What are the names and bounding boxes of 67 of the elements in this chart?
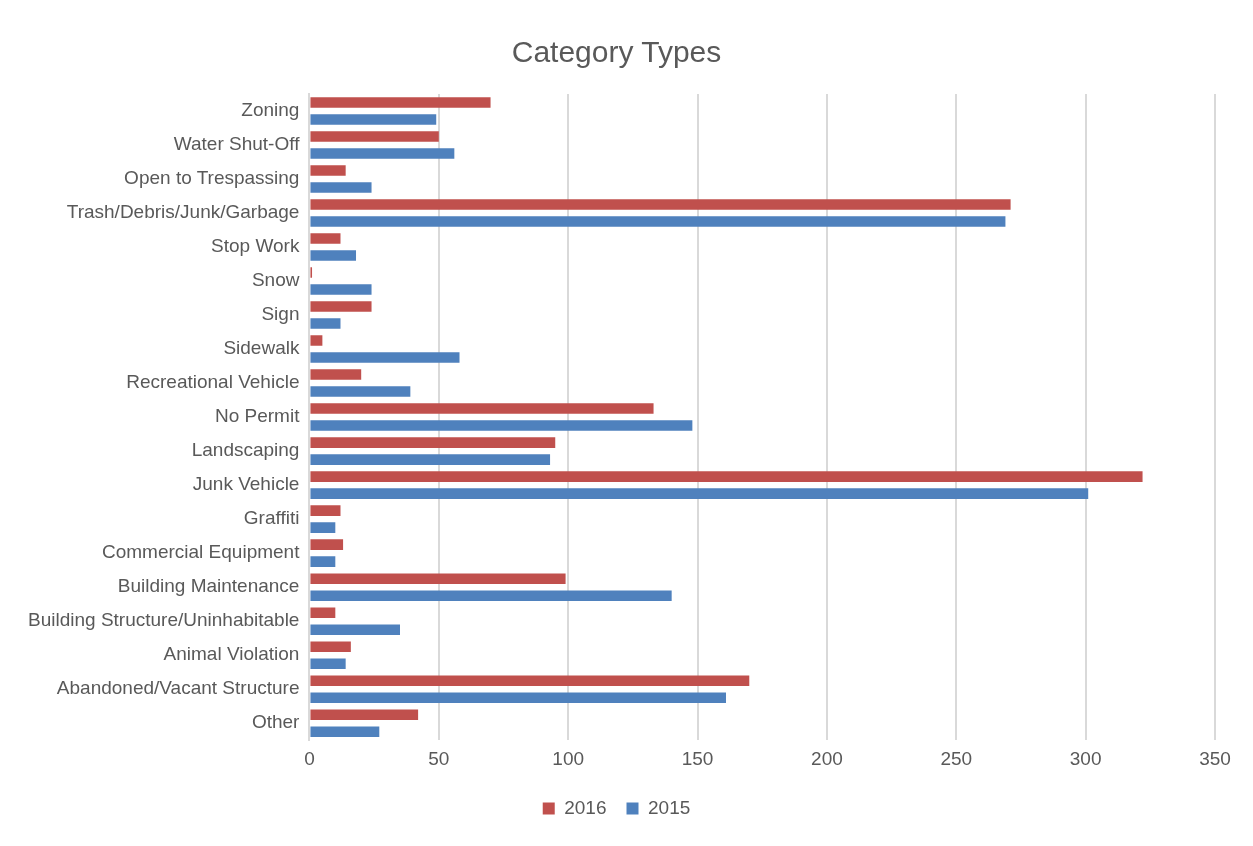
bar xyxy=(310,369,362,380)
y-tick-label: Animal Violation xyxy=(163,643,300,665)
bar xyxy=(310,352,460,363)
bar xyxy=(310,624,400,635)
bar xyxy=(310,522,336,533)
y-tick-label: Commercial Equipment xyxy=(101,541,301,563)
bar xyxy=(310,726,380,737)
y-tick-label: Recreational Vehicle xyxy=(126,371,300,393)
bar xyxy=(310,573,566,584)
bar xyxy=(310,437,556,448)
y-tick-label: Abandoned/Vacant Structure xyxy=(56,677,300,699)
bar xyxy=(310,505,341,516)
y-tick-label: Landscaping xyxy=(191,439,300,461)
y-tick-label: Water Shut-Off xyxy=(173,133,301,155)
bar xyxy=(310,199,1011,210)
bar xyxy=(310,250,357,261)
y-tick-label: Open to Trespassing xyxy=(124,167,300,189)
y-tick-label: No Permit xyxy=(214,405,301,427)
y-tick-label: Sidewalk xyxy=(223,337,300,359)
x-tick-label: 0 xyxy=(304,747,315,769)
y-tick-label: Zoning xyxy=(241,99,300,121)
bar xyxy=(310,658,346,669)
bar xyxy=(310,233,341,244)
bar xyxy=(310,403,654,414)
legend-label: 2015 xyxy=(648,796,691,818)
bar xyxy=(310,131,439,142)
bar xyxy=(310,590,672,601)
bar xyxy=(310,488,1089,499)
bar xyxy=(310,148,455,159)
bar xyxy=(310,556,336,567)
bar xyxy=(310,471,1143,482)
x-tick-label: 300 xyxy=(1069,747,1102,769)
y-tick-label: Trash/Debris/Junk/Garbage xyxy=(66,201,300,223)
bar xyxy=(310,420,693,431)
y-tick-label: Graffiti xyxy=(243,507,300,529)
bar xyxy=(310,641,351,652)
bar xyxy=(310,692,726,703)
bar xyxy=(310,114,437,125)
bar xyxy=(310,97,491,108)
bar xyxy=(310,165,346,176)
x-tick-label: 200 xyxy=(811,747,843,769)
y-tick-label: Sign xyxy=(261,303,300,325)
bar xyxy=(310,386,411,397)
x-tick-label: 100 xyxy=(552,747,585,769)
bar xyxy=(310,318,341,329)
bar xyxy=(310,454,551,465)
bar xyxy=(310,607,336,618)
legend-label: 2016 xyxy=(564,796,607,818)
y-tick-label: Stop Work xyxy=(211,235,300,257)
bar xyxy=(310,284,372,295)
y-tick-label: Snow xyxy=(251,269,300,291)
bar xyxy=(310,216,1006,227)
bar xyxy=(310,539,344,550)
bar xyxy=(310,335,323,346)
x-tick-label: 150 xyxy=(681,747,714,769)
bar xyxy=(310,675,750,686)
y-tick-label: Junk Vehicle xyxy=(192,473,300,495)
x-tick-label: 350 xyxy=(1199,747,1231,769)
y-tick-label: Other xyxy=(251,711,301,733)
bar xyxy=(310,182,372,193)
chart-title: Category Types xyxy=(511,35,722,69)
y-tick-label: Building Maintenance xyxy=(117,575,300,597)
y-tick-label: Building Structure/Uninhabitable xyxy=(27,609,300,631)
bar xyxy=(310,301,372,312)
x-tick-label: 250 xyxy=(940,747,973,769)
x-tick-label: 50 xyxy=(428,747,450,769)
bar xyxy=(310,709,419,720)
